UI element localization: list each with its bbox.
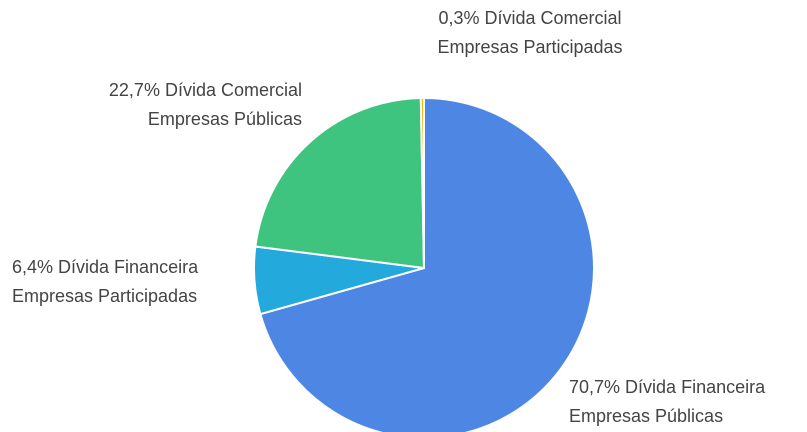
pie-slice (254, 97, 426, 270)
percent-label: 6,4% (12, 257, 54, 277)
category-label: Dívida Comercial Empresas Participadas (437, 8, 623, 57)
percent-label: 0,3% (438, 8, 480, 28)
category-label: Dívida Comercial Empresas Públicas (147, 80, 302, 129)
slice-label: 22,7% Dívida Comercial Empresas Públicas (109, 76, 302, 134)
slice-label: 70,7% Dívida Financeira Empresas Públicas (569, 373, 765, 431)
slice-label: 6,4% Dívida Financeira Empresas Participa… (12, 253, 198, 311)
category-label: Dívida Financeira Empresas Públicas (569, 377, 766, 426)
category-label: Dívida Financeira Empresas Participadas (12, 257, 199, 306)
pie-slice (419, 96, 425, 269)
slice-label: 0,3% Dívida Comercial Empresas Participad… (405, 4, 655, 62)
percent-label: 22,7% (108, 80, 160, 100)
pie-slice (259, 96, 595, 432)
percent-label: 70,7% (569, 377, 621, 397)
